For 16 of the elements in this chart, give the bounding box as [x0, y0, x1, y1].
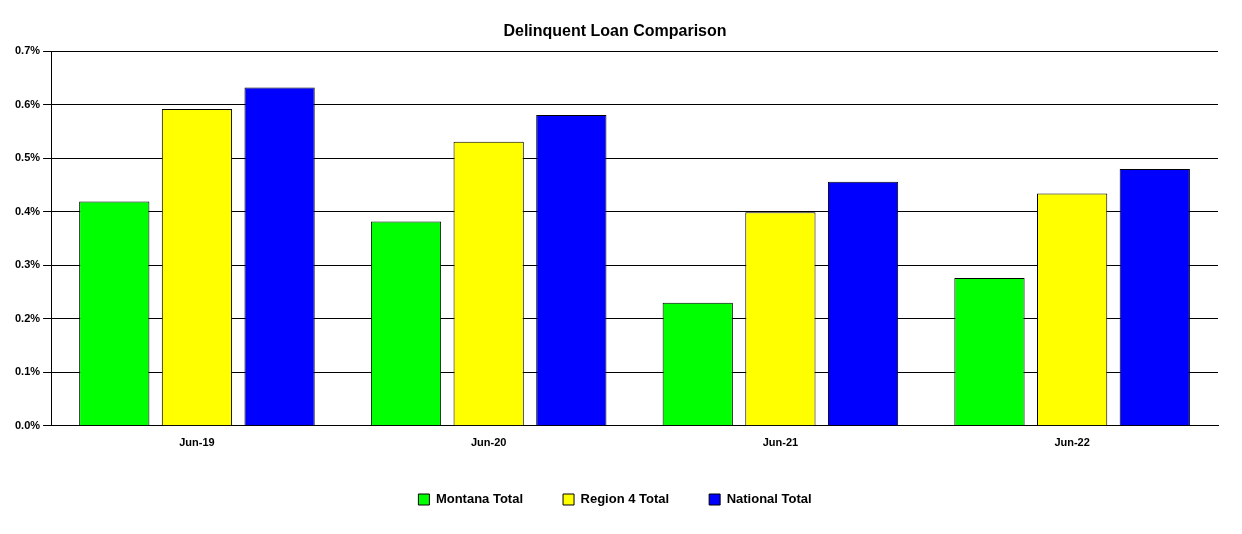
y-tick-label: 0.4%	[14, 204, 41, 217]
legend-label: Montana Total	[435, 491, 524, 507]
y-tick-label: 0.2%	[14, 311, 41, 324]
y-tick-label: 0.6%	[14, 97, 41, 110]
x-tick-label: Jun-21	[762, 436, 799, 449]
y-tick-label: 0.0%	[14, 418, 41, 431]
x-tick-label: Jun-22	[1054, 436, 1090, 449]
x-tick-label: Jun-20	[470, 436, 507, 449]
chart-title: Delinquent Loan Comparison	[503, 22, 727, 40]
legend-label: National Total	[726, 491, 812, 507]
x-tick-label: Jun-19	[179, 436, 215, 449]
legend-label: Region 4 Total	[580, 491, 670, 507]
y-tick-label: 0.1%	[14, 365, 41, 378]
y-tick-label: 0.3%	[14, 258, 41, 271]
y-tick-label: 0.7%	[14, 44, 41, 57]
y-tick-label: 0.5%	[14, 151, 41, 164]
